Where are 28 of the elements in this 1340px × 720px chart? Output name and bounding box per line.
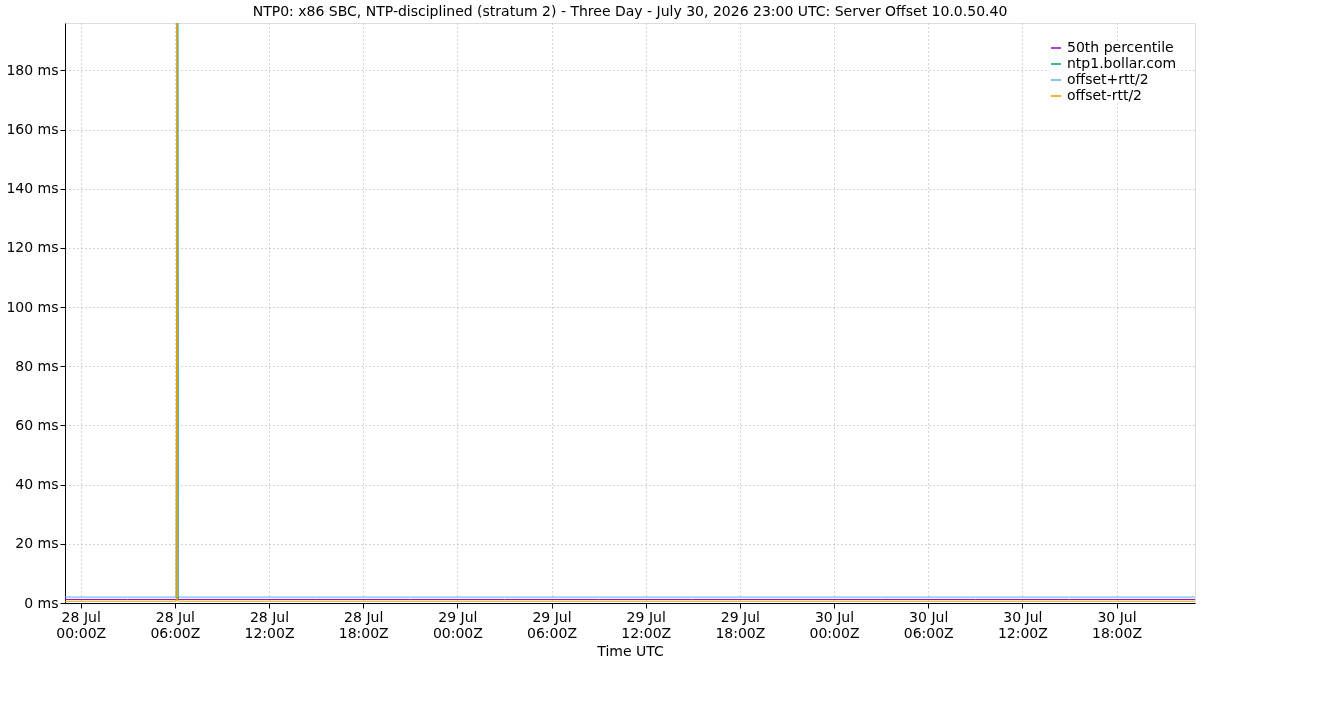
x-tick-label: 29 Jul 12:00Z — [621, 608, 672, 641]
x-tick-label: 29 Jul 06:00Z — [527, 608, 577, 641]
y-tick-label: 40 ms — [15, 476, 59, 493]
legend-label: offset+rtt/2 — [1067, 71, 1149, 87]
x-tick-label: 29 Jul 18:00Z — [715, 608, 766, 641]
x-tick-label: 30 Jul 12:00Z — [997, 608, 1048, 641]
legend-label: ntp1.bollar.com — [1067, 55, 1177, 71]
x-tick-label: 28 Jul 18:00Z — [338, 608, 389, 641]
x-tick-label: 30 Jul 06:00Z — [903, 608, 954, 641]
chart-title: NTP0: x86 SBC, NTP-disciplined (stratum 2) - Three Day - July 30, 2026 23:00 UTC: Server Offset 10.0.50.40 — [252, 3, 1008, 19]
x-tick-label: 28 Jul 12:00Z — [244, 608, 295, 641]
x-tick-label: 28 Jul 00:00Z — [56, 608, 107, 641]
legend-label: 50th percentile — [1067, 39, 1174, 55]
y-tick-label: 160 ms — [6, 121, 59, 138]
x-tick-label: 29 Jul 00:00Z — [432, 608, 483, 641]
y-tick-label: 100 ms — [6, 298, 59, 315]
y-tick-label: 140 ms — [6, 180, 59, 197]
x-axis-title: Time UTC — [596, 642, 664, 659]
y-tick-label: 120 ms — [6, 239, 59, 256]
y-tick-label: 20 ms — [15, 535, 59, 552]
x-tick-label: 28 Jul 06:00Z — [150, 608, 201, 641]
legend-label: offset-rtt/2 — [1067, 87, 1143, 103]
x-tick-label: 30 Jul 00:00Z — [809, 608, 860, 641]
y-tick-label: 80 ms — [15, 357, 59, 374]
y-tick-label: 180 ms — [6, 61, 59, 78]
y-tick-label: 60 ms — [15, 416, 59, 433]
x-tick-label: 30 Jul 18:00Z — [1092, 608, 1142, 641]
y-tick-label: 0 ms — [24, 594, 59, 611]
